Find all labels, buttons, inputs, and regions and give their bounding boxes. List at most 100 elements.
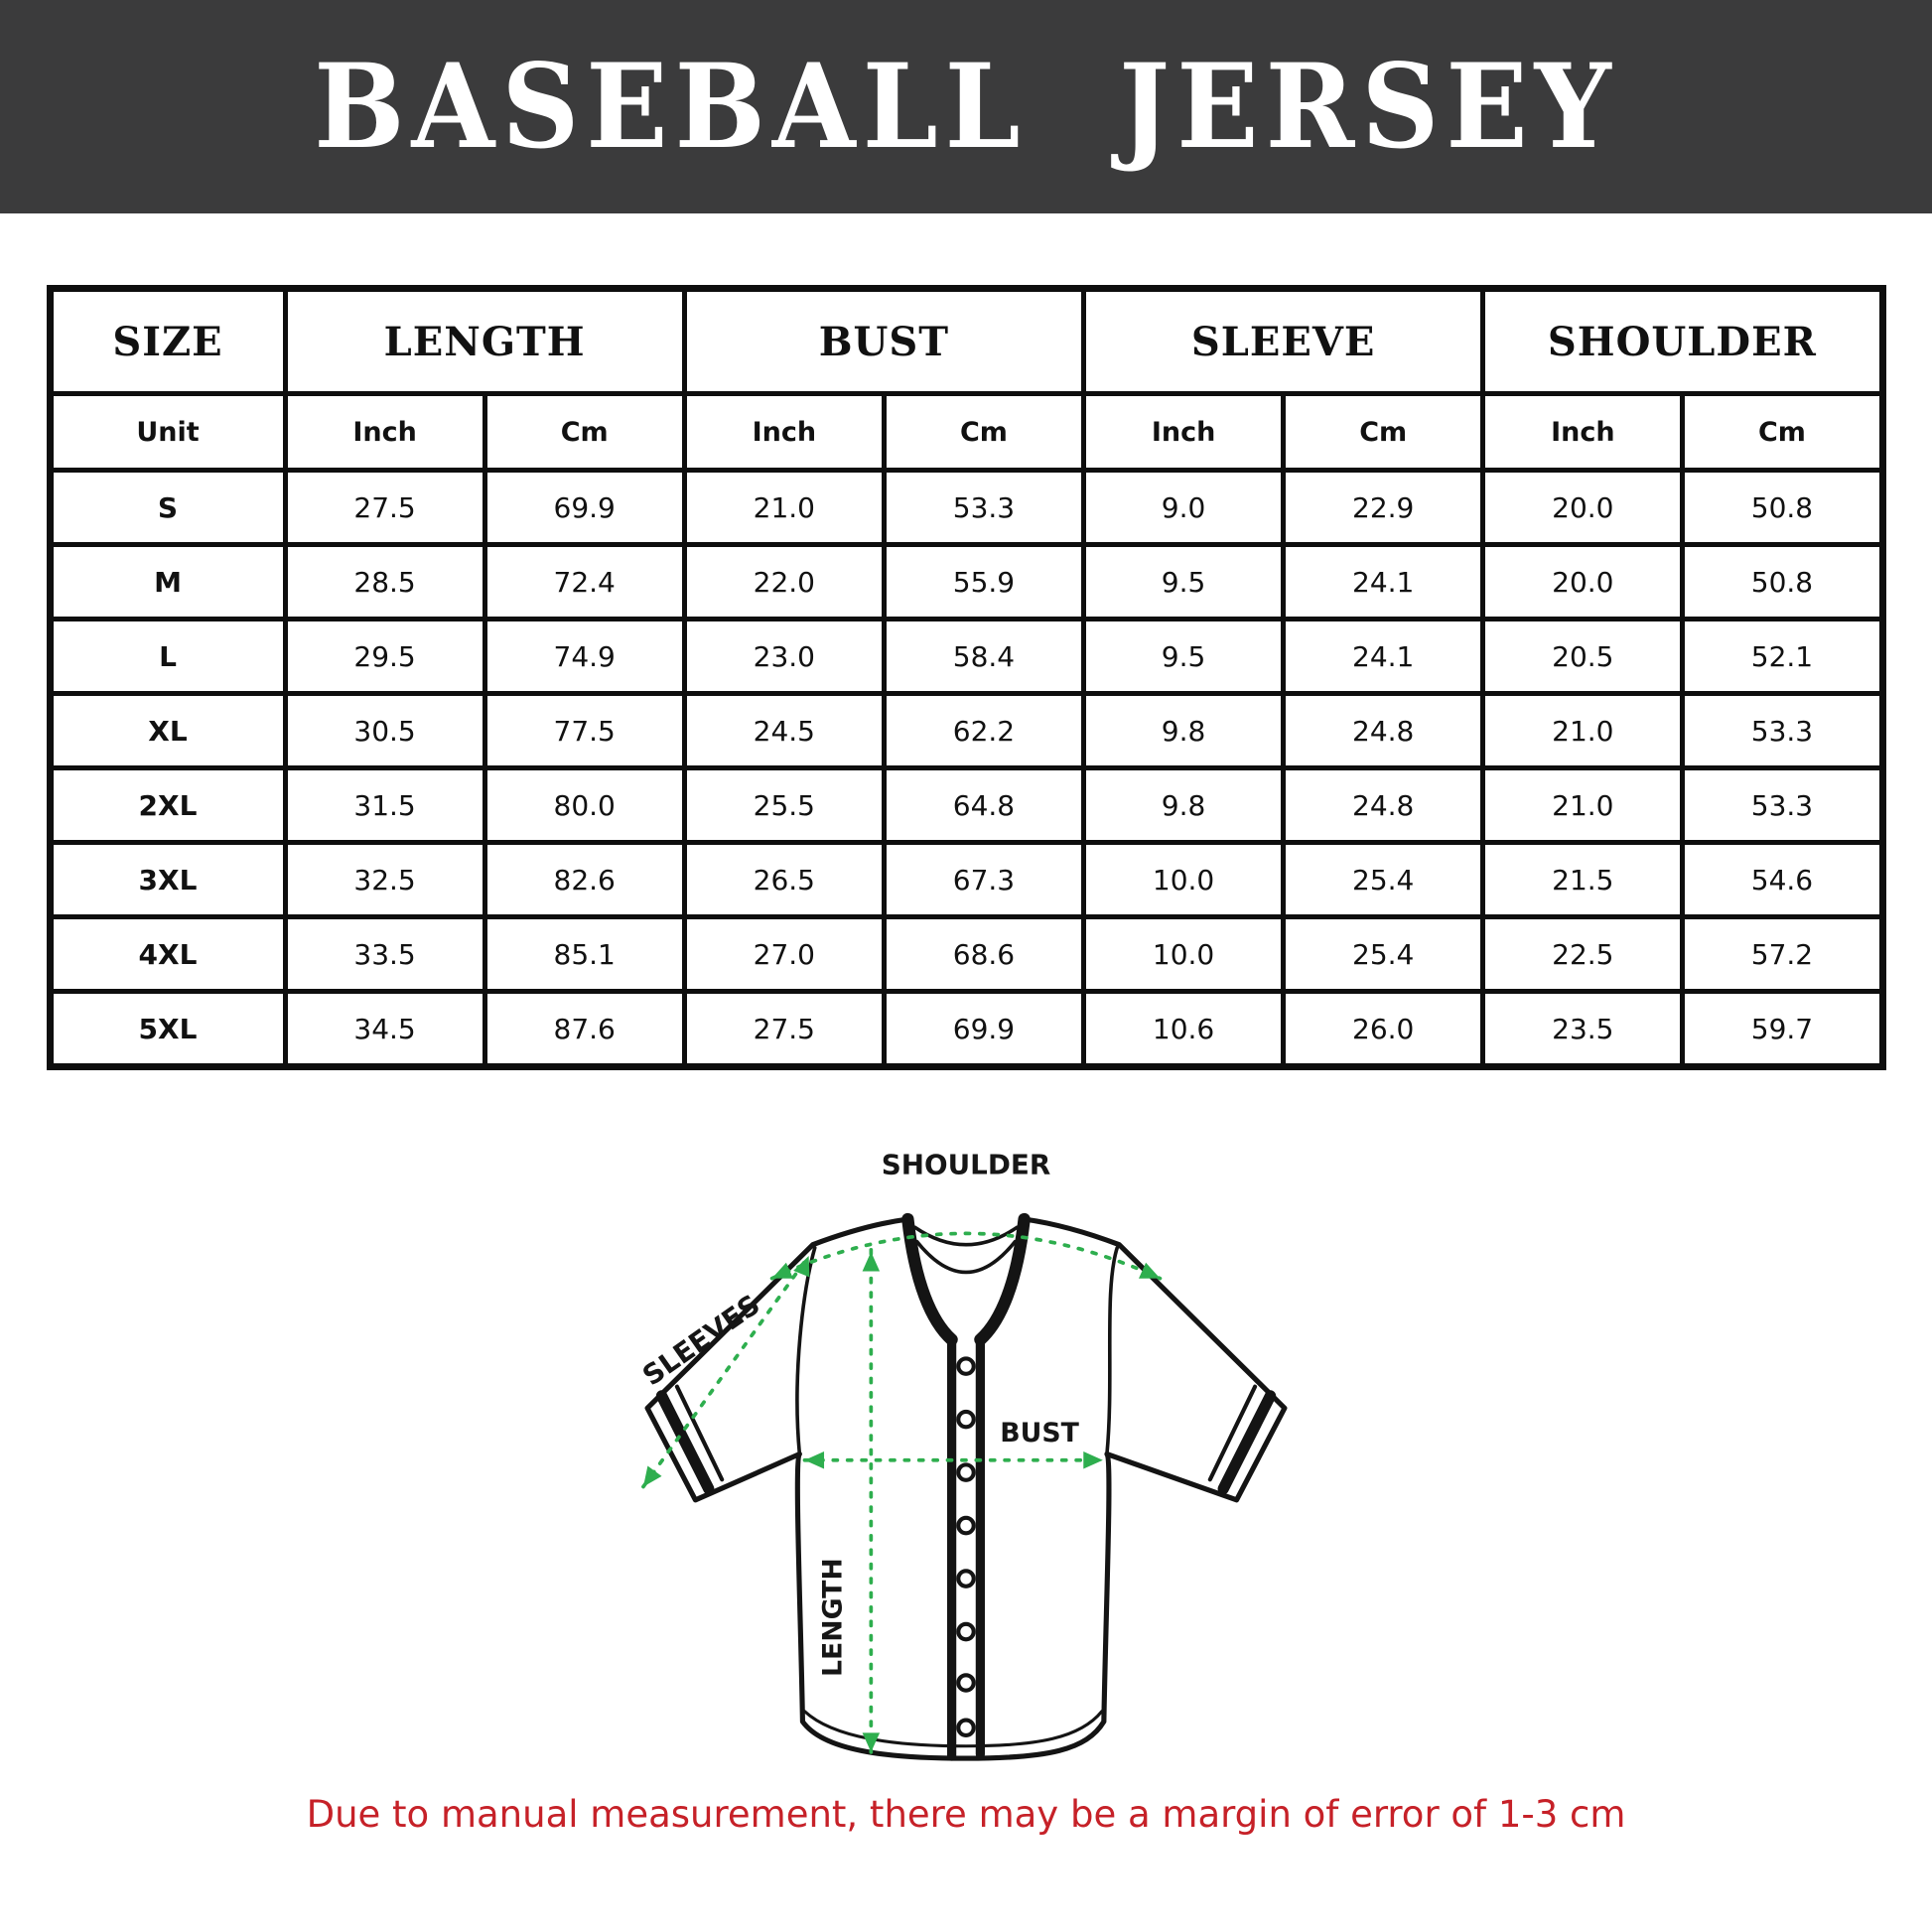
value-cell: 27.5: [282, 468, 487, 547]
unit-shoulder-cm: Cm: [1680, 391, 1885, 473]
value-cell: 29.5: [282, 617, 487, 696]
value-cell: 25.4: [1281, 840, 1486, 919]
size-cell: S: [47, 468, 288, 547]
value-cell: 52.1: [1680, 617, 1885, 696]
value-cell: 31.5: [282, 765, 487, 845]
unit-bust-cm: Cm: [881, 391, 1087, 473]
value-cell: 53.3: [1680, 691, 1885, 770]
table-row: 3XL 32.5 82.6 26.5 67.3 10.0 25.4 21.5 5…: [47, 840, 1885, 919]
value-cell: 9.8: [1080, 691, 1287, 770]
value-cell: 9.8: [1080, 765, 1287, 845]
bust-label: BUST: [1000, 1418, 1079, 1449]
table-unit-row: Unit Inch Cm Inch Cm Inch Cm Inch Cm: [47, 391, 1885, 473]
size-cell: 4XL: [47, 914, 288, 994]
value-cell: 27.5: [681, 989, 887, 1069]
length-label: LENGTH: [818, 1558, 849, 1677]
value-cell: 62.2: [881, 691, 1087, 770]
table-row: S 27.5 69.9 21.0 53.3 9.0 22.9 20.0 50.8: [47, 468, 1885, 547]
column-header-shoulder: SHOULDER: [1480, 286, 1885, 396]
value-cell: 28.5: [282, 542, 487, 621]
value-cell: 50.8: [1680, 542, 1885, 621]
measurement-lines: [641, 1231, 1163, 1754]
value-cell: 24.1: [1281, 617, 1486, 696]
value-cell: 85.1: [482, 914, 687, 994]
value-cell: 9.5: [1080, 617, 1287, 696]
table-row: L 29.5 74.9 23.0 58.4 9.5 24.1 20.5 52.1: [47, 617, 1885, 696]
value-cell: 10.0: [1080, 914, 1287, 994]
unit-sleeve-inch: Inch: [1080, 391, 1287, 473]
value-cell: 24.8: [1281, 691, 1486, 770]
value-cell: 21.5: [1480, 840, 1686, 919]
page-title: BASEBALL JERSEY: [314, 39, 1618, 175]
value-cell: 59.7: [1680, 989, 1885, 1069]
value-cell: 9.5: [1080, 542, 1287, 621]
column-header-sleeve: SLEEVE: [1080, 286, 1486, 396]
value-cell: 34.5: [282, 989, 487, 1069]
unit-shoulder-inch: Inch: [1480, 391, 1686, 473]
table-row: M 28.5 72.4 22.0 55.9 9.5 24.1 20.0 50.8: [47, 542, 1885, 621]
value-cell: 9.0: [1080, 468, 1287, 547]
value-cell: 21.0: [681, 468, 887, 547]
column-header-size: SIZE: [47, 286, 288, 396]
table-row: 2XL 31.5 80.0 25.5 64.8 9.8 24.8 21.0 53…: [47, 765, 1885, 845]
table-row: 4XL 33.5 85.1 27.0 68.6 10.0 25.4 22.5 5…: [47, 914, 1885, 994]
value-cell: 53.3: [1680, 765, 1885, 845]
value-cell: 32.5: [282, 840, 487, 919]
unit-sleeve-cm: Cm: [1281, 391, 1486, 473]
value-cell: 67.3: [881, 840, 1087, 919]
value-cell: 50.8: [1680, 468, 1885, 547]
value-cell: 10.6: [1080, 989, 1287, 1069]
value-cell: 72.4: [482, 542, 687, 621]
value-cell: 55.9: [881, 542, 1087, 621]
value-cell: 20.5: [1480, 617, 1686, 696]
value-cell: 30.5: [282, 691, 487, 770]
value-cell: 20.0: [1480, 468, 1686, 547]
column-header-bust: BUST: [681, 286, 1087, 396]
value-cell: 25.4: [1281, 914, 1486, 994]
value-cell: 22.9: [1281, 468, 1486, 547]
value-cell: 53.3: [881, 468, 1087, 547]
size-cell: 5XL: [47, 989, 288, 1069]
value-cell: 64.8: [881, 765, 1087, 845]
table-row: 5XL 34.5 87.6 27.5 69.9 10.6 26.0 23.5 5…: [47, 989, 1885, 1069]
value-cell: 24.1: [1281, 542, 1486, 621]
shoulder-label: SHOULDER: [882, 1149, 1050, 1181]
value-cell: 21.0: [1480, 765, 1686, 845]
title-banner: BASEBALL JERSEY: [0, 0, 1932, 213]
value-cell: 87.6: [482, 989, 687, 1069]
value-cell: 69.9: [881, 989, 1087, 1069]
value-cell: 25.5: [681, 765, 887, 845]
value-cell: 20.0: [1480, 542, 1686, 621]
unit-bust-inch: Inch: [681, 391, 887, 473]
unit-length-cm: Cm: [482, 391, 687, 473]
size-cell: 3XL: [47, 840, 288, 919]
value-cell: 24.8: [1281, 765, 1486, 845]
value-cell: 69.9: [482, 468, 687, 547]
value-cell: 77.5: [482, 691, 687, 770]
size-cell: 2XL: [47, 765, 288, 845]
value-cell: 54.6: [1680, 840, 1885, 919]
value-cell: 57.2: [1680, 914, 1885, 994]
value-cell: 24.5: [681, 691, 887, 770]
measurement-diagram: SHOULDER SLEEVES BUST LENGTH: [619, 1148, 1313, 1791]
value-cell: 23.0: [681, 617, 887, 696]
value-cell: 26.0: [1281, 989, 1486, 1069]
value-cell: 22.5: [1480, 914, 1686, 994]
jersey-diagram-svg: SHOULDER SLEEVES BUST LENGTH: [635, 1149, 1288, 1761]
size-cell: M: [47, 542, 288, 621]
value-cell: 27.0: [681, 914, 887, 994]
value-cell: 10.0: [1080, 840, 1287, 919]
value-cell: 21.0: [1480, 691, 1686, 770]
value-cell: 23.5: [1480, 989, 1686, 1069]
value-cell: 74.9: [482, 617, 687, 696]
table-header-row: SIZE LENGTH BUST SLEEVE SHOULDER: [47, 286, 1885, 396]
placket-buttons: [956, 1356, 976, 1737]
value-cell: 58.4: [881, 617, 1087, 696]
column-header-length: LENGTH: [282, 286, 687, 396]
sleeve-measure-line: [641, 1254, 811, 1489]
jersey-outline: [644, 1212, 1288, 1761]
size-chart-table: SIZE LENGTH BUST SLEEVE SHOULDER Unit In…: [46, 285, 1886, 1070]
table-row: XL 30.5 77.5 24.5 62.2 9.8 24.8 21.0 53.…: [47, 691, 1885, 770]
measurement-note: Due to manual measurement, there may be …: [306, 1793, 1626, 1836]
value-cell: 33.5: [282, 914, 487, 994]
